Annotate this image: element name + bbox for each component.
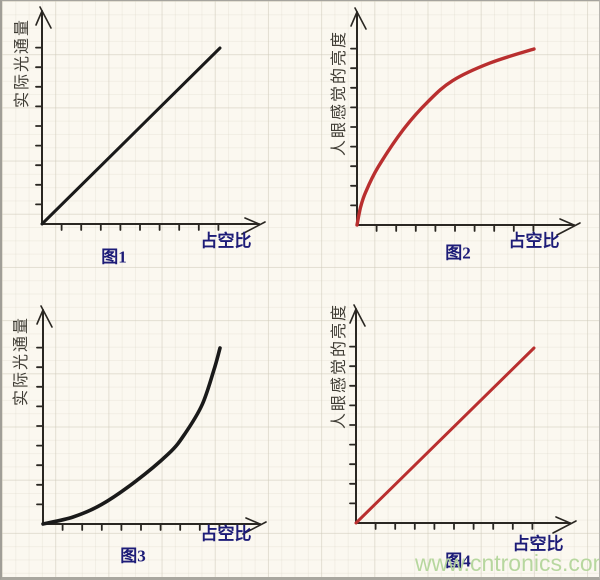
fig1-x-axis-title: 占空比 [200,231,252,251]
fig2-x-arrow-icon [556,222,581,236]
fig2-plot [350,7,581,236]
fig3-y-arrow-icon [40,305,53,328]
fig3-x-axis-title: 占空比 [200,524,252,544]
fig4-plot [349,304,577,534]
fig3-x-arrow-icon [245,517,261,525]
fig1-y-arrow-icon [35,10,43,26]
fig3-y-arrow-icon [36,309,44,325]
watermark: www.cntronics.com [415,550,600,576]
fig1-caption: 图1 [101,247,127,267]
fig2-curve [355,47,536,227]
fig2-x-axis-title: 占空比 [508,231,560,251]
fig1-x-arrow-icon [241,221,266,235]
fig3-x-arrow-icon [242,521,267,535]
fig4-x-arrow-icon [552,520,577,534]
fig2-caption: 图2 [445,243,471,263]
fig3-curve [41,346,222,526]
fig4-curve [354,346,536,525]
fig2-y-arrow-icon [354,7,367,30]
fig4-x-arrow-icon [555,516,571,524]
fig1-y-axis-title: 实际光通量 [14,17,31,109]
fig4-y-axis-title: 人眼感觉的亮度 [331,302,348,430]
fig1-x-arrow-icon [244,217,260,225]
fig4-y-arrow-icon [349,308,357,324]
fig4-x-axis-title: 占空比 [512,534,564,554]
fig2-x-arrow-icon [559,218,575,226]
fig4-caption: 图4 [445,551,471,571]
fig2-y-axis-title: 人眼感觉的亮度 [331,29,348,157]
fig1-plot [35,6,266,235]
fig3-caption: 图3 [120,546,146,566]
fig1-curve [40,46,222,226]
fig1-y-arrow-icon [39,6,52,29]
fig3-y-axis-title: 实际光通量 [13,315,30,407]
fig4-y-arrow-icon [353,304,366,327]
fig2-y-arrow-icon [350,11,358,27]
fig3-plot [36,305,267,535]
